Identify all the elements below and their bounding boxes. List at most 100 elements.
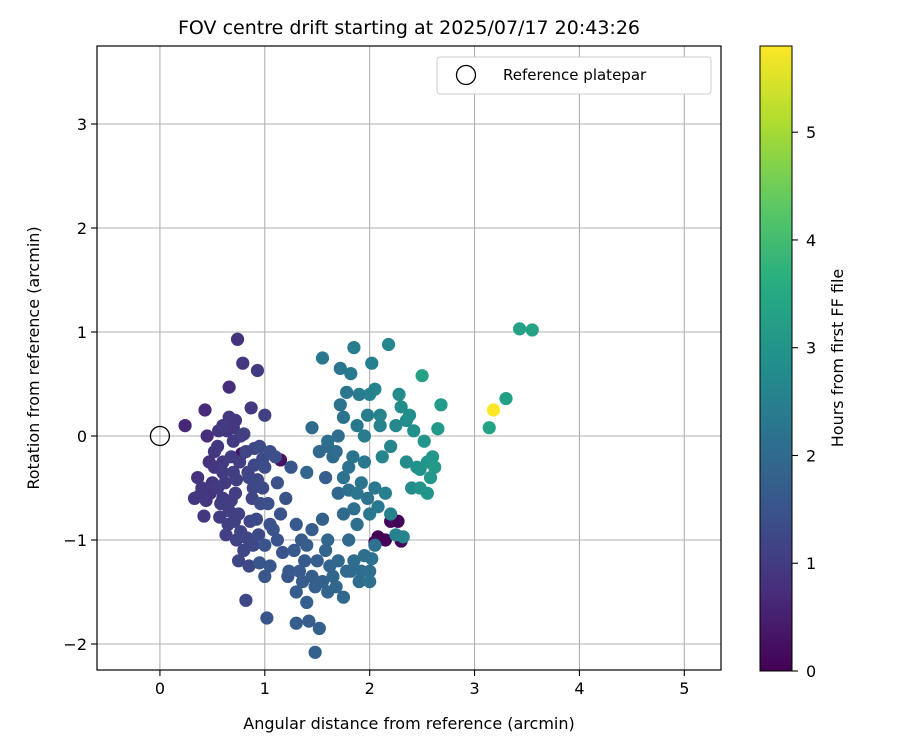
data-point — [270, 533, 284, 547]
data-point — [434, 398, 448, 412]
data-point — [252, 439, 267, 453]
data-point — [336, 471, 351, 485]
data-point — [373, 408, 387, 422]
gridlines — [97, 46, 721, 670]
data-point — [365, 552, 379, 566]
data-point — [329, 445, 343, 459]
x-tick-label: 2 — [365, 679, 375, 698]
data-point — [252, 556, 267, 570]
x-tick-label: 5 — [679, 679, 689, 698]
x-tick-label: 0 — [155, 679, 165, 698]
legend-label: Reference platepar — [503, 66, 647, 84]
data-point — [342, 533, 356, 547]
data-point — [346, 450, 360, 464]
y-tick-label: 2 — [77, 219, 87, 238]
y-tick-label: 0 — [77, 427, 87, 446]
data-point — [513, 322, 527, 336]
data-point — [315, 512, 330, 526]
colorbar-tick-label: 4 — [806, 231, 816, 250]
data-point — [289, 517, 303, 532]
data-point — [216, 465, 230, 479]
y-axis-ticks: −2 −1 0 1 2 3 — [63, 115, 97, 654]
x-tick-label: 4 — [574, 679, 584, 698]
data-point — [216, 455, 230, 469]
y-tick-label: 1 — [77, 323, 87, 342]
colorbar-label: Hours from first FF file — [828, 269, 847, 448]
chart-title: FOV centre drift starting at 2025/07/17 … — [178, 17, 640, 39]
y-tick-label: −2 — [63, 635, 87, 654]
data-point — [193, 488, 207, 502]
data-point — [198, 403, 212, 417]
data-point — [347, 554, 361, 568]
data-point — [394, 400, 408, 414]
data-point — [347, 502, 361, 516]
data-point — [319, 543, 333, 558]
data-point — [287, 543, 301, 558]
data-point — [305, 569, 319, 584]
legend: Reference platepar — [436, 56, 712, 95]
data-point — [340, 385, 354, 399]
data-point — [250, 363, 265, 378]
data-point — [431, 422, 445, 436]
data-point — [331, 554, 345, 568]
data-point — [352, 387, 366, 401]
data-point — [305, 523, 319, 537]
data-point — [336, 590, 351, 604]
data-point — [396, 530, 410, 544]
data-point — [368, 538, 382, 552]
data-point — [310, 554, 324, 568]
data-point — [384, 439, 398, 453]
data-point — [368, 382, 382, 396]
data-point — [246, 538, 260, 552]
data-point — [329, 580, 343, 594]
data-point — [273, 507, 288, 521]
data-point — [342, 460, 356, 474]
data-point — [357, 455, 372, 469]
data-point — [227, 514, 241, 528]
data-point — [315, 351, 330, 365]
data-point — [268, 450, 282, 464]
colorbar-tick-label: 3 — [806, 339, 816, 358]
data-point — [312, 621, 326, 636]
colorbar-tick-label: 1 — [806, 554, 816, 573]
data-point — [256, 481, 270, 495]
x-tick-label: 1 — [260, 679, 270, 698]
data-point — [381, 337, 396, 352]
data-point — [229, 473, 244, 487]
data-point — [246, 481, 260, 495]
data-point — [260, 611, 274, 625]
data-point — [384, 507, 398, 521]
data-point — [266, 523, 280, 537]
data-point — [289, 616, 303, 630]
data-point — [231, 554, 246, 568]
data-point — [420, 486, 434, 500]
data-point — [230, 332, 245, 346]
data-point — [525, 323, 539, 337]
data-point — [211, 439, 225, 453]
data-point — [261, 497, 275, 511]
data-point — [279, 491, 293, 505]
data-point — [378, 486, 393, 500]
data-point — [350, 517, 364, 532]
data-point — [258, 569, 272, 584]
x-tick-label: 3 — [469, 679, 479, 698]
data-point — [270, 476, 284, 490]
data-point — [300, 465, 314, 479]
data-point — [326, 569, 340, 584]
colorbar: 0 1 2 3 4 5 Hours from first FF file — [759, 45, 847, 681]
data-point — [228, 486, 243, 500]
data-point — [347, 341, 361, 355]
data-point — [357, 429, 372, 443]
data-point — [352, 575, 366, 589]
data-point — [333, 361, 347, 375]
y-axis-title: Rotation from reference (arcmin) — [24, 226, 43, 489]
data-point — [312, 445, 326, 459]
data-point — [258, 408, 272, 422]
data-point — [178, 419, 192, 433]
data-point — [333, 398, 347, 412]
data-point — [236, 356, 250, 370]
data-point — [499, 391, 513, 406]
data-point — [315, 575, 330, 589]
x-axis-ticks: 0 1 2 3 4 5 — [155, 670, 689, 698]
